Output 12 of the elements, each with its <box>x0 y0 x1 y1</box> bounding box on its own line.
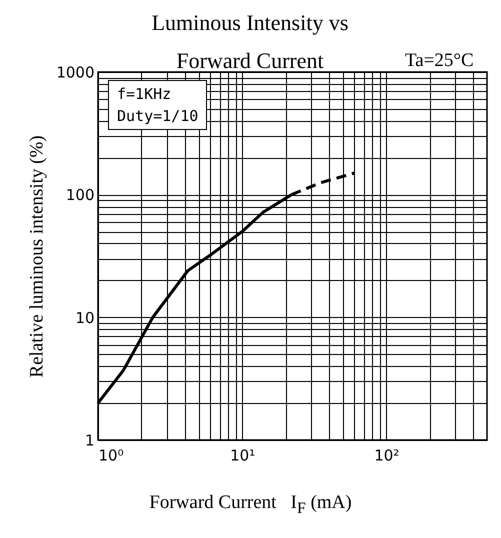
text: Ta=25°C <box>405 50 474 72</box>
x-tick-label: 10⁰ <box>98 446 124 464</box>
chart-title: Luminous Intensity vs Forward Current <box>150 9 350 75</box>
y-tick-label: 100 <box>66 186 94 204</box>
y-axis-title: Relative luminous intensity (%) <box>26 135 48 378</box>
x-tick-label: 10¹ <box>230 446 256 464</box>
x-axis-title: Forward Current I$_{F}$ (mA) <box>148 492 353 518</box>
x-tick-label: 10² <box>374 446 400 464</box>
y-tick-label: 10 <box>75 308 94 327</box>
y-tick-label: 1000 <box>56 64 94 82</box>
y-tick-label: 1 <box>84 432 94 450</box>
annotation: f=1KHz Duty=1/10 <box>108 80 208 130</box>
